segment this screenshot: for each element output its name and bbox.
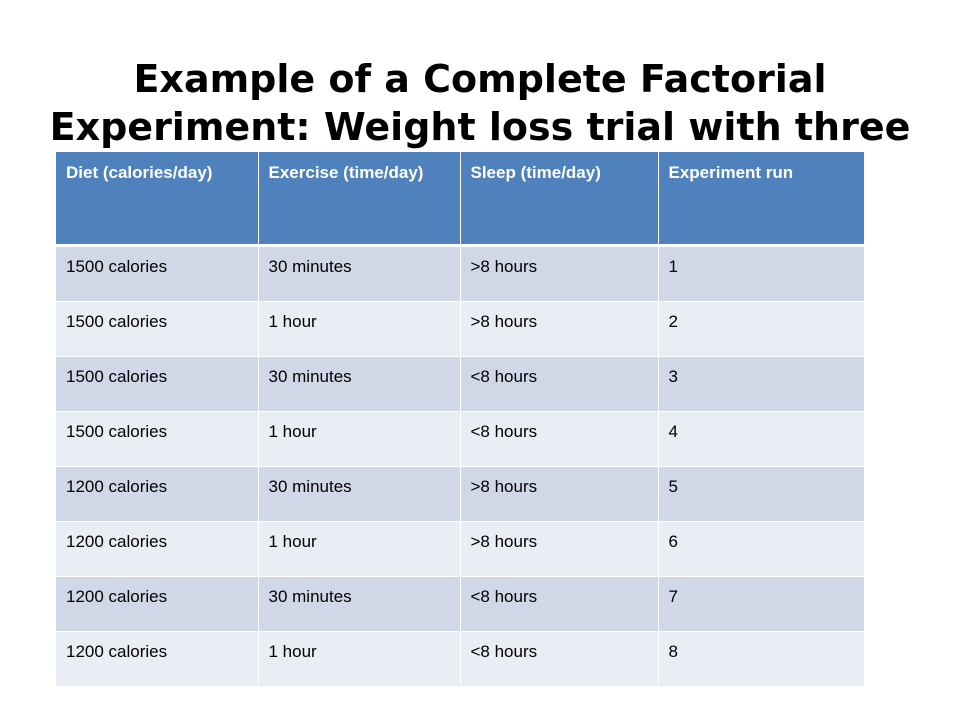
cell-sleep: <8 hours bbox=[460, 631, 659, 687]
cell-diet: 1500 calories bbox=[56, 411, 259, 467]
cell-exercise: 30 minutes bbox=[258, 466, 461, 522]
cell-exercise: 30 minutes bbox=[258, 576, 461, 632]
table-row: 1200 calories 1 hour >8 hours 6 bbox=[56, 521, 864, 577]
cell-run: 8 bbox=[658, 631, 864, 687]
cell-exercise: 30 minutes bbox=[258, 356, 461, 412]
cell-sleep: >8 hours bbox=[460, 245, 659, 302]
table-row: 1500 calories 30 minutes >8 hours 1 bbox=[56, 245, 864, 302]
table-row: 1200 calories 1 hour <8 hours 8 bbox=[56, 631, 864, 687]
header-sleep: Sleep (time/day) bbox=[460, 152, 659, 247]
header-exercise: Exercise (time/day) bbox=[258, 152, 461, 247]
table-row: 1500 calories 1 hour <8 hours 4 bbox=[56, 411, 864, 467]
cell-sleep: <8 hours bbox=[460, 411, 659, 467]
cell-run: 1 bbox=[658, 245, 864, 302]
table-row: 1200 calories 30 minutes <8 hours 7 bbox=[56, 576, 864, 632]
cell-diet: 1200 calories bbox=[56, 576, 259, 632]
cell-exercise: 1 hour bbox=[258, 521, 461, 577]
table-row: 1500 calories 1 hour >8 hours 2 bbox=[56, 301, 864, 357]
cell-diet: 1500 calories bbox=[56, 301, 259, 357]
cell-diet: 1200 calories bbox=[56, 521, 259, 577]
cell-sleep: >8 hours bbox=[460, 466, 659, 522]
table-header-row: Diet (calories/day) Exercise (time/day) … bbox=[56, 152, 864, 247]
cell-exercise: 30 minutes bbox=[258, 245, 461, 302]
cell-sleep: >8 hours bbox=[460, 521, 659, 577]
cell-run: 4 bbox=[658, 411, 864, 467]
cell-diet: 1200 calories bbox=[56, 466, 259, 522]
cell-sleep: <8 hours bbox=[460, 356, 659, 412]
cell-run: 2 bbox=[658, 301, 864, 357]
factorial-table-container: Diet (calories/day) Exercise (time/day) … bbox=[56, 152, 864, 687]
table-row: 1500 calories 30 minutes <8 hours 3 bbox=[56, 356, 864, 412]
cell-run: 5 bbox=[658, 466, 864, 522]
header-experiment-run: Experiment run bbox=[658, 152, 864, 247]
factorial-table: Diet (calories/day) Exercise (time/day) … bbox=[56, 152, 864, 687]
cell-diet: 1200 calories bbox=[56, 631, 259, 687]
cell-exercise: 1 hour bbox=[258, 411, 461, 467]
cell-run: 3 bbox=[658, 356, 864, 412]
cell-exercise: 1 hour bbox=[258, 301, 461, 357]
cell-diet: 1500 calories bbox=[56, 245, 259, 302]
cell-run: 7 bbox=[658, 576, 864, 632]
cell-run: 6 bbox=[658, 521, 864, 577]
cell-sleep: >8 hours bbox=[460, 301, 659, 357]
table-row: 1200 calories 30 minutes >8 hours 5 bbox=[56, 466, 864, 522]
cell-sleep: <8 hours bbox=[460, 576, 659, 632]
slide-title: Example of a Complete Factorial Experime… bbox=[49, 57, 911, 197]
cell-diet: 1500 calories bbox=[56, 356, 259, 412]
header-diet: Diet (calories/day) bbox=[56, 152, 259, 247]
cell-exercise: 1 hour bbox=[258, 631, 461, 687]
